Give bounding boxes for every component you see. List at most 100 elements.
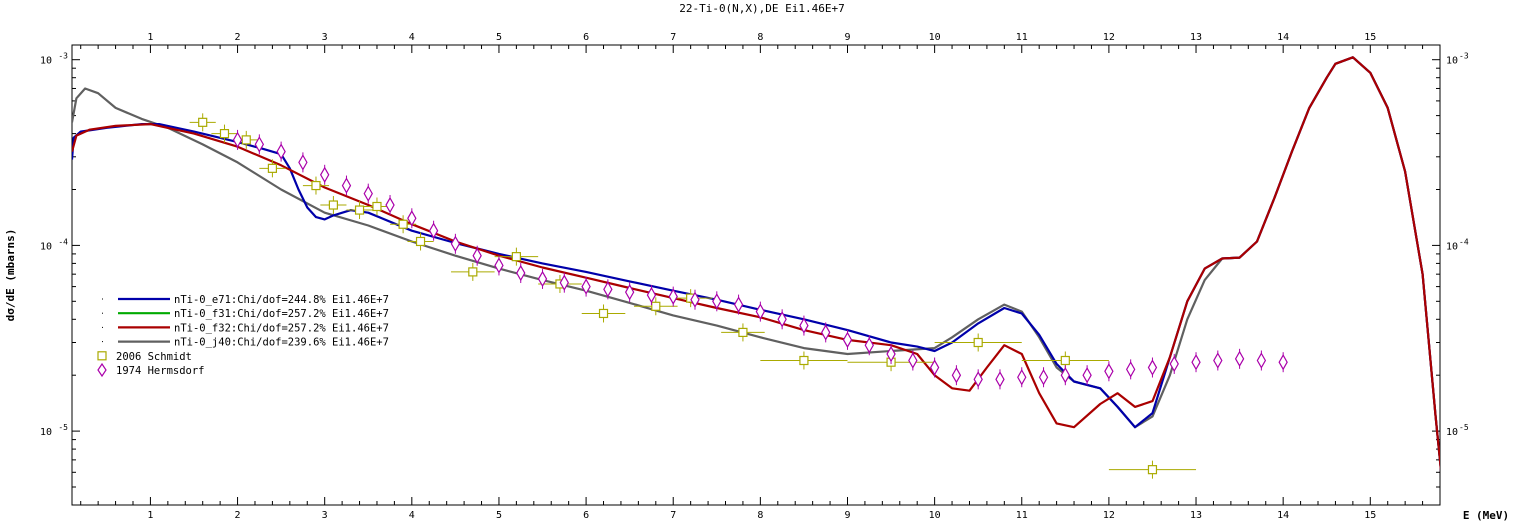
series-line xyxy=(72,56,1440,472)
y-tick-exponent: -5 xyxy=(58,423,68,432)
data-point-square xyxy=(468,267,478,277)
y-tick-exponent: -3 xyxy=(58,52,68,61)
series-line xyxy=(72,56,1440,472)
data-point-square xyxy=(799,355,809,366)
x-axis-ticks: 1122334455667788991010111112121313141415… xyxy=(80,32,1441,521)
x-tick-label-top: 2 xyxy=(235,32,241,43)
data-point-diamond xyxy=(973,371,983,388)
data-point-diamond xyxy=(777,311,787,328)
y-tick-label-right: 10 -3 xyxy=(1446,52,1469,67)
y-tick-base: 10 xyxy=(40,427,52,438)
data-point-diamond xyxy=(690,291,700,308)
data-point-diamond xyxy=(1213,352,1223,369)
legend-label: nTi-0_j40:Chi/dof=239.6% Ei1.46E+7 xyxy=(174,337,389,349)
data-point-diamond xyxy=(1082,366,1092,384)
x-tick-label: 8 xyxy=(757,510,763,521)
data-point-diamond xyxy=(319,166,330,184)
x-tick-label-top: 6 xyxy=(583,32,589,43)
data-point-diamond xyxy=(1256,352,1267,369)
legend-label: nTi-0_f31:Chi/dof=257.2% Ei1.46E+7 xyxy=(174,308,389,320)
data-point-square xyxy=(598,308,609,319)
data-point-diamond xyxy=(1125,361,1136,378)
x-tick-label: 13 xyxy=(1190,510,1202,521)
data-point-square xyxy=(973,337,983,348)
x-tick-label-top: 3 xyxy=(322,32,328,43)
data-point-diamond xyxy=(1038,369,1049,386)
legend-swatch-diamond xyxy=(97,362,107,378)
x-tick-label: 15 xyxy=(1364,510,1376,521)
data-point-diamond xyxy=(908,352,918,369)
data-point-square xyxy=(738,327,748,338)
legend-label: nTi-0_e71:Chi/dof=244.8% Ei1.46E+7 xyxy=(174,294,389,306)
data-point-diamond xyxy=(1278,353,1288,371)
y-tick-base: 10 xyxy=(40,56,52,67)
legend-label: 2006 Schmidt xyxy=(116,351,192,363)
x-tick-label: 1 xyxy=(147,510,153,521)
x-tick-label-top: 7 xyxy=(670,32,676,43)
x-tick-label: 10 xyxy=(929,510,941,521)
data-point-diamond xyxy=(559,274,569,291)
data-point-diamond xyxy=(646,286,657,304)
x-tick-label: 7 xyxy=(670,510,676,521)
x-tick-label-top: 15 xyxy=(1364,32,1376,43)
y-axis-ticks: -510 10 -5-410 10 -4-310 10 -3 xyxy=(40,52,1469,506)
data-point-diamond xyxy=(668,288,678,305)
data-point-diamond xyxy=(363,185,373,202)
y-tick-exponent: -4 xyxy=(1459,237,1469,246)
legend-swatch-square xyxy=(97,351,107,361)
data-point-diamond xyxy=(1191,353,1201,371)
data-point-square xyxy=(311,180,321,191)
y-tick-label: -3 10 xyxy=(40,52,68,67)
x-tick-label-top: 9 xyxy=(844,32,850,43)
y-tick-base: 10 xyxy=(1446,56,1458,67)
y-tick-exponent: -4 xyxy=(58,237,68,246)
data-point-diamond xyxy=(516,264,526,282)
y-tick-label: -4 10 xyxy=(40,237,68,252)
data-point-diamond xyxy=(864,337,874,354)
data-point-diamond xyxy=(298,154,308,171)
legend: nTi-0_e71:Chi/dof=244.8% Ei1.46E+7 nTi-0_… xyxy=(97,294,389,378)
data-point-diamond xyxy=(799,317,809,334)
x-tick-label-top: 10 xyxy=(929,32,941,43)
series-line xyxy=(72,56,1440,472)
data-point-square xyxy=(511,252,521,262)
data-point-diamond xyxy=(842,331,853,349)
x-tick-label: 4 xyxy=(409,510,415,521)
data-point-square xyxy=(372,201,382,212)
x-tick-label-top: 12 xyxy=(1103,32,1115,43)
data-point-diamond xyxy=(712,293,722,310)
data-point-diamond xyxy=(1169,355,1179,373)
series-layer xyxy=(72,56,1440,479)
x-tick-label: 9 xyxy=(844,510,850,521)
x-tick-label: 12 xyxy=(1103,510,1115,521)
x-axis-label: E (MeV) xyxy=(1463,509,1509,522)
x-tick-label: 6 xyxy=(583,510,589,521)
x-tick-label-top: 14 xyxy=(1277,32,1289,43)
data-point-diamond xyxy=(603,281,613,298)
data-point-diamond xyxy=(821,324,831,341)
y-tick-base: 10 xyxy=(1446,241,1458,252)
chart-title: 22-Ti-0(N,X),DE Ei1.46E+7 xyxy=(679,2,845,15)
data-point-square xyxy=(219,129,230,139)
data-point-square xyxy=(651,301,661,311)
x-tick-label: 3 xyxy=(322,510,328,521)
data-point-diamond xyxy=(1104,363,1114,380)
data-point-diamond xyxy=(1147,359,1158,376)
x-tick-label-top: 5 xyxy=(496,32,502,43)
x-tick-label: 2 xyxy=(235,510,241,521)
x-tick-label: 11 xyxy=(1016,510,1028,521)
x-tick-label-top: 1 xyxy=(147,32,153,43)
y-tick-base: 10 xyxy=(1446,427,1458,438)
data-point-diamond xyxy=(1060,366,1071,384)
data-point-square xyxy=(415,236,426,247)
data-point-square xyxy=(1147,465,1158,475)
y-axis-label: dσ/dE (mbarns) xyxy=(4,229,17,322)
data-point-diamond xyxy=(995,371,1005,388)
x-tick-label-top: 11 xyxy=(1016,32,1028,43)
x-tick-label: 14 xyxy=(1277,510,1289,521)
y-tick-exponent: -3 xyxy=(1459,52,1469,61)
data-point-diamond xyxy=(385,196,395,214)
data-point-diamond xyxy=(581,278,591,295)
legend-dot xyxy=(102,326,103,328)
